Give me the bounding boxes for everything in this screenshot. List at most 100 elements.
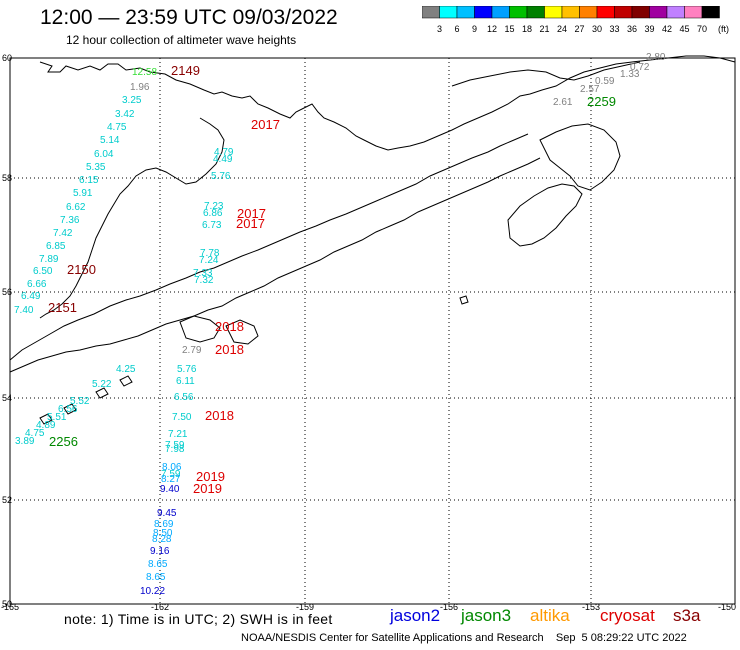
wave-height-label: 5.22 [92, 379, 112, 390]
wave-height-label: 4.75 [25, 428, 45, 439]
wave-height-label: 7.33 [193, 268, 213, 279]
latitude-label: 56 [2, 287, 12, 297]
island-3 [459, 295, 469, 305]
wave-height-label: 7.36 [60, 215, 80, 226]
wave-height-label: 5.76 [211, 171, 231, 182]
wave-height-label: 4.79 [214, 147, 234, 158]
wave-height-label: 7.21 [168, 429, 188, 440]
track-id-label: 2259 [587, 94, 616, 109]
footnote: note: 1) Time is in UTC; 2) SWH is in fe… [64, 611, 333, 627]
wave-height-label: 7.50 [172, 412, 192, 423]
wave-height-label: 6.66 [27, 279, 47, 290]
wave-height-label: 8.69 [154, 519, 174, 530]
wave-height-label: 2.80 [646, 52, 666, 63]
bristol-bay-coast [39, 117, 225, 319]
wave-height-label: 8.06 [162, 462, 182, 473]
latitude-label: 54 [2, 393, 12, 403]
scale-tick-label: 3 [437, 24, 442, 34]
scale-tick-label: 21 [539, 24, 549, 34]
scale-tick-label: 36 [627, 24, 637, 34]
island-7 [119, 375, 133, 387]
scale-tick-label: 33 [609, 24, 619, 34]
wave-height-label: 7.59 [161, 469, 181, 480]
wave-height-label: 1.33 [620, 69, 640, 80]
wave-height-label: 6.11 [176, 376, 195, 387]
wave-height-label: 5.14 [100, 135, 120, 146]
scale-tick-label: 15 [504, 24, 514, 34]
scale-tick-label: 45 [679, 24, 689, 34]
wave-height-label: 5.76 [177, 364, 197, 375]
wave-height-label: 2.61 [553, 97, 573, 108]
wave-height-label: 12.58 [132, 67, 157, 78]
kodiak-island [507, 183, 583, 247]
wave-height-label: 10.22 [140, 586, 165, 597]
scale-tick-label: 27 [574, 24, 584, 34]
wave-height-label: 8.65 [146, 572, 166, 583]
wave-height-label: 6.15 [79, 175, 99, 186]
track-id-label: 2256 [49, 434, 78, 449]
island-1 [179, 315, 221, 343]
wave-height-label: 7.40 [14, 305, 34, 316]
track-id-label: 2017 [251, 117, 280, 132]
wave-height-label: 6.73 [202, 220, 222, 231]
map-title: 12:00 — 23:59 UTC 09/03/2022 [40, 6, 338, 29]
wave-height-label: 5.51 [47, 412, 67, 423]
wave-height-label: 1.96 [130, 82, 150, 93]
wave-height-label: 9.16 [150, 546, 170, 557]
peninsula-south-shore [9, 157, 541, 373]
scale-tick-label: 12 [487, 24, 497, 34]
wave-height-label: 4.75 [107, 122, 127, 133]
longitude-label: -165 [1, 602, 19, 612]
scale-tick-label: 6 [454, 24, 459, 34]
wave-height-label: 7.32 [194, 275, 214, 286]
wave-height-label: 6.85 [46, 241, 66, 252]
track-id-label: 2149 [171, 63, 200, 78]
track-id-label: 2017 [236, 216, 265, 231]
scale-unit: (ft) [718, 24, 729, 34]
mainland-coast-north [39, 55, 736, 151]
credit-footer: NOAA/NESDIS Center for Satellite Applica… [241, 632, 687, 644]
scale-tick-label: 42 [662, 24, 672, 34]
scale-tick-label: 39 [644, 24, 654, 34]
wave-height-label: 8.65 [148, 559, 168, 570]
wave-height-label: 7.24 [199, 255, 219, 266]
latitude-label: 50 [2, 599, 12, 609]
legend-altika: altika [530, 606, 570, 625]
legend-jason3: jason3 [461, 606, 512, 625]
scale-tick-label: 18 [522, 24, 532, 34]
map-frame [9, 57, 736, 605]
wave-height-label: 8.27 [161, 474, 181, 485]
track-id-label: 2017 [237, 206, 266, 221]
track-id-label: 2150 [67, 262, 96, 277]
latitude-label: 52 [2, 495, 12, 505]
track-id-label: 2018 [215, 319, 244, 334]
wave-height-label: 7.89 [39, 254, 59, 265]
wave-height-label: 5.35 [86, 162, 106, 173]
scale-tick-label: 9 [472, 24, 477, 34]
scale-tick-label: 70 [697, 24, 707, 34]
wave-height-label: 5.91 [73, 188, 93, 199]
wave-height-label: 6.04 [94, 149, 114, 160]
island-5 [39, 413, 53, 425]
scale-tick-label: 24 [557, 24, 567, 34]
wave-height-label: 7.98 [165, 444, 185, 455]
wave-height-label: 9.40 [160, 484, 180, 495]
longitude-label: -156 [440, 602, 458, 612]
wave-height-label: 0.59 [595, 76, 615, 87]
island-2 [225, 319, 259, 345]
island-6 [63, 403, 77, 415]
alaska-peninsula-coast [9, 133, 529, 361]
wave-height-label: 4.49 [213, 154, 233, 165]
legend-s3a: s3a [673, 606, 701, 625]
wave-height-label: 6.56 [58, 404, 78, 415]
track-id-label: 2018 [205, 408, 234, 423]
longitude-label: -162 [151, 602, 169, 612]
track-id-label: 2019 [193, 481, 222, 496]
legend-jason2: jason2 [390, 606, 441, 625]
latitude-label: 60 [2, 53, 12, 63]
longitude-label: -153 [582, 602, 600, 612]
wave-height-label: 4.25 [116, 364, 136, 375]
satellite-legend: jason2 jason3 altika cryosat s3a [0, 606, 740, 632]
kenai-coast [539, 123, 621, 191]
